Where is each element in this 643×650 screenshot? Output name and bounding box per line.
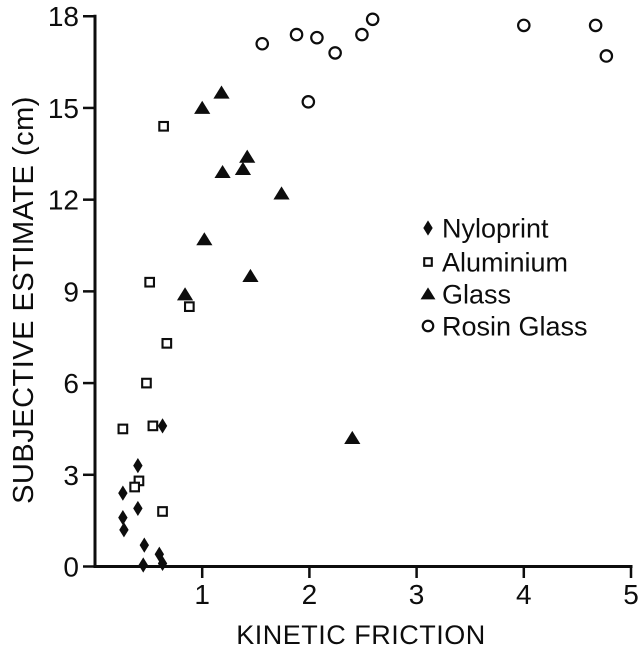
legend-label-rosin-glass: Rosin Glass <box>442 312 588 342</box>
x-tick-label: 3 <box>409 579 425 610</box>
diamond-marker <box>139 537 150 553</box>
legend-item-glass: Glass <box>420 280 511 310</box>
circle-marker <box>310 30 324 45</box>
square-marker <box>423 257 433 267</box>
square-marker <box>141 377 152 389</box>
series-nyloprint <box>118 418 168 573</box>
diamond-marker <box>157 418 168 434</box>
x-tick-label: 2 <box>302 579 318 610</box>
diamond-marker <box>157 555 168 572</box>
square-marker <box>161 337 173 349</box>
y-tick-label: 15 <box>48 93 79 124</box>
series-aluminium <box>117 120 195 517</box>
triangle-marker <box>242 268 259 282</box>
x-axis-label: KINETIC FRICTION <box>236 620 486 650</box>
legend-item-rosin-glass: Rosin Glass <box>421 312 588 342</box>
legend-label-nyloprint: Nyloprint <box>442 214 549 244</box>
y-tick-label: 3 <box>63 460 79 491</box>
triangle-marker <box>420 287 436 300</box>
circle-marker <box>365 12 380 27</box>
diamond-marker <box>118 509 128 526</box>
diamond-marker <box>423 220 433 236</box>
circle-marker <box>599 49 614 63</box>
circle-marker <box>328 46 342 60</box>
circle-marker <box>301 95 316 109</box>
diamond-marker <box>154 546 165 562</box>
x-tick-label: 5 <box>623 579 639 610</box>
legend-label-aluminium: Aluminium <box>442 248 568 278</box>
circle-marker <box>588 18 603 33</box>
legend-item-aluminium: Aluminium <box>423 248 568 278</box>
y-tick-label: 9 <box>63 276 79 307</box>
axes <box>93 14 633 568</box>
series-glass <box>176 85 361 445</box>
square-marker <box>158 120 169 132</box>
diamond-marker <box>118 485 128 501</box>
y-tick-label: 12 <box>48 185 79 216</box>
x-tick-label: 1 <box>194 579 210 610</box>
square-marker <box>183 301 195 313</box>
triangle-marker <box>273 186 290 200</box>
y-tick-label: 18 <box>48 1 79 32</box>
y-axis-ticks: 0 3 6 9 12 15 18 <box>48 1 95 583</box>
triangle-marker <box>194 100 211 114</box>
square-marker <box>144 276 156 288</box>
circle-marker <box>255 36 270 51</box>
legend-label-glass: Glass <box>442 280 511 310</box>
y-axis-label: SUBJECTIVE ESTIMATE (cm) <box>8 96 40 504</box>
x-axis-ticks: 1 2 3 4 5 <box>194 566 639 610</box>
triangle-marker <box>344 430 361 445</box>
circle-marker <box>355 27 369 42</box>
triangle-marker <box>196 232 213 246</box>
diamond-marker <box>133 458 143 474</box>
triangle-marker <box>214 164 231 179</box>
square-marker <box>129 481 141 493</box>
legend-item-nyloprint: Nyloprint <box>423 214 549 244</box>
x-tick-label: 4 <box>516 579 532 610</box>
y-tick-label: 6 <box>63 368 79 399</box>
triangle-marker <box>234 161 252 175</box>
triangle-marker <box>176 287 194 301</box>
circle-marker <box>516 18 531 33</box>
circle-marker <box>421 319 435 333</box>
data-points <box>117 12 614 573</box>
square-marker <box>147 420 159 432</box>
diamond-marker <box>138 557 148 573</box>
y-tick-label: 0 <box>63 552 79 583</box>
triangle-marker <box>213 85 230 99</box>
diamond-marker <box>133 500 143 517</box>
series-rosin-glass <box>255 12 614 109</box>
square-marker <box>157 506 168 517</box>
diamond-marker <box>119 522 129 538</box>
triangle-marker <box>239 149 256 163</box>
circle-marker <box>289 27 304 42</box>
square-marker <box>117 423 129 435</box>
